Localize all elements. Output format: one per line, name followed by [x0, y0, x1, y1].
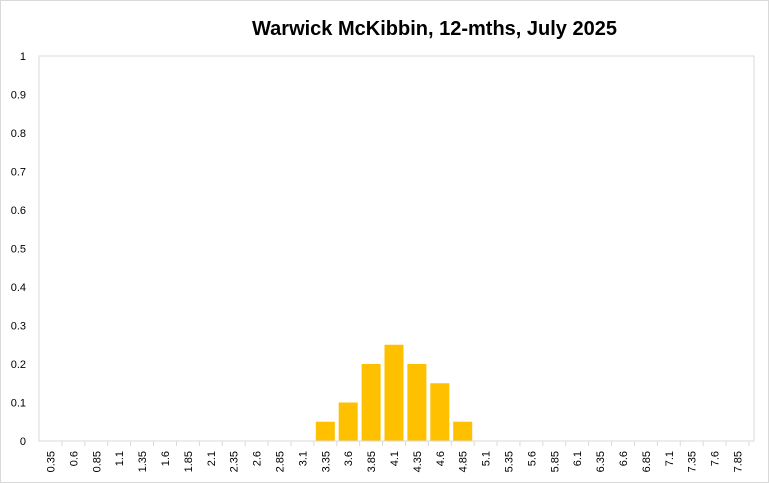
x-tick-label: 4.85 [458, 451, 470, 472]
x-tick-label: 3.6 [343, 451, 355, 466]
y-tick-label: 0 [20, 436, 26, 448]
bar [430, 383, 450, 441]
x-tick-label: 1.1 [114, 451, 126, 466]
x-tick-label: 3.1 [297, 451, 309, 466]
y-tick-label: 0.5 [11, 244, 26, 256]
x-tick-label: 2.1 [206, 451, 218, 466]
x-tick-label: 6.6 [618, 451, 630, 466]
x-tick-label: 2.6 [252, 451, 264, 466]
y-tick-label: 0.7 [11, 167, 26, 179]
x-tick-label: 6.1 [572, 451, 584, 466]
bar [315, 421, 335, 441]
x-tick-label: 7.35 [687, 451, 699, 472]
bar [338, 402, 358, 441]
x-tick-label: 1.35 [137, 451, 149, 472]
x-tick-label: 5.1 [481, 451, 493, 466]
bar [384, 344, 404, 441]
x-tick-label: 7.85 [733, 451, 745, 472]
bar [453, 421, 473, 441]
x-tick-label: 0.35 [46, 451, 58, 472]
x-tick-label: 7.1 [664, 451, 676, 466]
x-tick-label: 3.35 [320, 451, 332, 472]
x-tick-label: 0.85 [91, 451, 103, 472]
x-tick-label: 2.85 [275, 451, 287, 472]
x-tick-label: 5.85 [549, 451, 561, 472]
x-tick-label: 4.1 [389, 451, 401, 466]
x-tick-label: 6.35 [595, 451, 607, 472]
x-tick-label: 6.85 [641, 451, 653, 472]
x-tick-label: 5.35 [504, 451, 516, 472]
x-tick-label: 1.85 [183, 451, 195, 472]
x-tick-label: 4.6 [435, 451, 447, 466]
x-tick-label: 7.6 [710, 451, 722, 466]
y-tick-label: 0.6 [11, 205, 26, 217]
bar [407, 364, 427, 441]
x-tick-label: 5.6 [526, 451, 538, 466]
x-tick-label: 1.6 [160, 451, 172, 466]
chart-title: Warwick McKibbin, 12-mths, July 2025 [252, 18, 617, 40]
x-tick-label: 4.35 [412, 451, 424, 472]
bar [361, 364, 381, 441]
x-tick-label: 0.6 [68, 451, 80, 466]
y-tick-label: 0.3 [11, 321, 26, 333]
x-tick-label: 3.85 [366, 451, 378, 472]
y-tick-label: 1 [20, 51, 26, 63]
y-tick-label: 0.9 [11, 90, 26, 102]
x-tick-label: 2.35 [229, 451, 241, 472]
y-tick-label: 0.2 [11, 359, 26, 371]
y-tick-label: 0.8 [11, 128, 26, 140]
y-tick-label: 0.1 [11, 398, 26, 410]
y-tick-label: 0.4 [11, 282, 26, 294]
